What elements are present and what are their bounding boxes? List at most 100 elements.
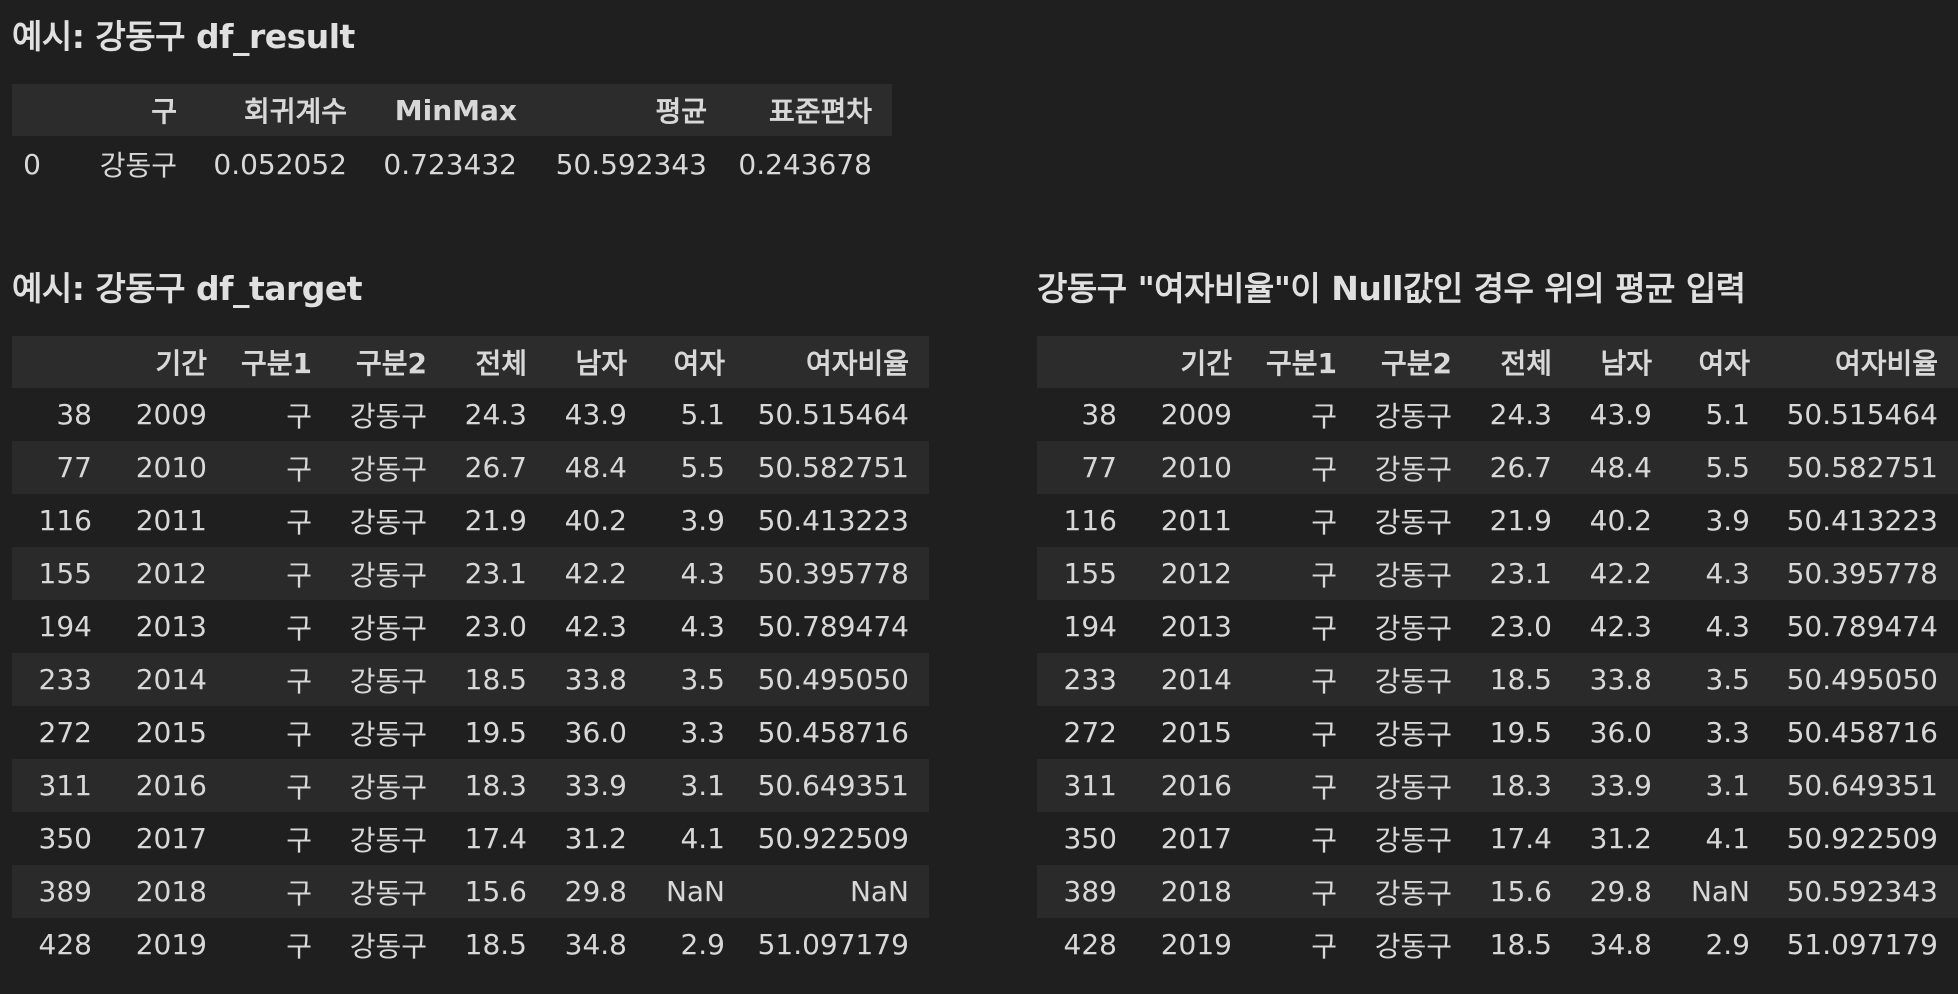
table-cell: 5.1	[1705, 398, 1750, 431]
table-cell: 구	[286, 770, 312, 804]
table-cell: 5.1	[680, 398, 725, 431]
table-cell: 강동구	[1374, 770, 1452, 804]
table-row: 233 2014 구 강동구 18.5 33.8 3.5 50.495050	[1037, 653, 1958, 706]
table-cell: 0.723432	[383, 147, 517, 181]
table-cell: 구	[286, 611, 312, 645]
table-row: 116 2011 구 강동구 21.9 40.2 3.9 50.413223	[1037, 494, 1958, 547]
table-cell: 구	[1311, 876, 1337, 910]
table-cell: 15.6	[464, 875, 527, 908]
table-cell: 강동구	[1374, 399, 1452, 433]
table-cell: 50.649351	[757, 769, 909, 802]
table-cell: 24.3	[1489, 398, 1552, 431]
table-cell: 2019	[135, 928, 207, 961]
row-index-cell: 233	[38, 663, 92, 696]
table-cell: 2010	[1160, 451, 1232, 484]
table-row: 155 2012 구 강동구 23.1 42.2 4.3 50.395778	[1037, 547, 1958, 600]
row-index-cell: 194	[1063, 610, 1117, 643]
table-cell: 강동구	[1374, 823, 1452, 857]
table-row: 38 2009 구 강동구 24.3 43.9 5.1 50.515464	[12, 388, 929, 441]
table-cell: 5.5	[1705, 451, 1750, 484]
table-cell: 3.9	[680, 504, 725, 537]
result-title: 예시: 강동구 df_result	[12, 17, 355, 56]
table-cell: 2012	[135, 557, 207, 590]
table-cell: 3.1	[680, 769, 725, 802]
row-index-cell: 233	[1063, 663, 1117, 696]
table-row: 77 2010 구 강동구 26.7 48.4 5.5 50.582751	[12, 441, 929, 494]
table-cell: 50.582751	[757, 451, 909, 484]
table-cell: 2018	[135, 875, 207, 908]
table-cell: 2012	[1160, 557, 1232, 590]
table-cell: 2018	[1160, 875, 1232, 908]
table-cell: 24.3	[464, 398, 527, 431]
table-row: 116 2011 구 강동구 21.9 40.2 3.9 50.413223	[12, 494, 929, 547]
table-cell: 3.5	[1705, 663, 1750, 696]
table-cell: 29.8	[564, 875, 627, 908]
table-cell: 48.4	[1589, 451, 1652, 484]
table-cell: 19.5	[464, 716, 527, 749]
column-header: 평균	[655, 95, 707, 128]
table-cell: 26.7	[1489, 451, 1552, 484]
table-cell: 강동구	[1374, 452, 1452, 486]
table-cell: 구	[286, 664, 312, 698]
table-row: 77 2010 구 강동구 26.7 48.4 5.5 50.582751	[1037, 441, 1958, 494]
table-row: 428 2019 구 강동구 18.5 34.8 2.9 51.097179	[12, 918, 929, 971]
table-cell: 강동구	[349, 876, 427, 910]
table-cell: 34.8	[564, 928, 627, 961]
table-cell: 17.4	[1489, 822, 1552, 855]
column-header: 표준편차	[768, 95, 872, 128]
table-cell: 2014	[135, 663, 207, 696]
row-index-cell: 0	[23, 147, 41, 181]
table-cell: 구	[1311, 558, 1337, 592]
table-cell: 2009	[135, 398, 207, 431]
table-cell: 31.2	[1589, 822, 1652, 855]
table-cell: 42.3	[564, 610, 627, 643]
table-header-row: 구 회귀계수 MinMax 평균 표준편차	[12, 84, 892, 136]
table-cell: 2010	[135, 451, 207, 484]
table-cell: 26.7	[464, 451, 527, 484]
table-cell: 40.2	[564, 504, 627, 537]
table-cell: 3.9	[1705, 504, 1750, 537]
column-header: 구분2	[1380, 347, 1452, 380]
table-cell: 17.4	[464, 822, 527, 855]
table-cell: 18.3	[1489, 769, 1552, 802]
target-title: 예시: 강동구 df_target	[12, 269, 363, 308]
table-cell: 구	[286, 876, 312, 910]
table-cell: 구	[1311, 611, 1337, 645]
filled-title: 강동구 "여자비율"이 Null값인 경우 위의 평균 입력	[1037, 269, 1746, 308]
table-cell: 구	[286, 558, 312, 592]
table-cell: 2016	[135, 769, 207, 802]
table-cell: 29.8	[1589, 875, 1652, 908]
table-cell: 2011	[1160, 504, 1232, 537]
table-cell: 2014	[1160, 663, 1232, 696]
table-row: 155 2012 구 강동구 23.1 42.2 4.3 50.395778	[12, 547, 929, 600]
table-cell: 50.922509	[1786, 822, 1938, 855]
table-cell: 31.2	[564, 822, 627, 855]
table-cell: 23.0	[464, 610, 527, 643]
table-cell: 34.8	[1589, 928, 1652, 961]
table-cell: 50.922509	[757, 822, 909, 855]
table-cell: NaN	[849, 875, 909, 908]
table-cell: 3.1	[1705, 769, 1750, 802]
table-cell: 4.3	[1705, 557, 1750, 590]
table-header-row: 기간 구분1 구분2 전체 남자 여자 여자비율	[1037, 336, 1958, 388]
column-header: MinMax	[394, 93, 517, 127]
table-cell: 33.8	[1589, 663, 1652, 696]
row-index-cell: 272	[1063, 716, 1117, 749]
table-cell: 23.1	[1489, 557, 1552, 590]
table-cell: 강동구	[349, 770, 427, 804]
table-cell: 3.5	[680, 663, 725, 696]
column-header: 여자비율	[805, 347, 909, 380]
table-cell: 2017	[135, 822, 207, 855]
table-cell: 50.582751	[1786, 451, 1938, 484]
table-cell: 2015	[135, 716, 207, 749]
table-row: 194 2013 구 강동구 23.0 42.3 4.3 50.789474	[12, 600, 929, 653]
table-cell: 강동구	[349, 611, 427, 645]
table-cell: 36.0	[1589, 716, 1652, 749]
row-index-cell: 428	[1063, 928, 1117, 961]
table-cell: 2009	[1160, 398, 1232, 431]
table-cell: 50.495050	[757, 663, 909, 696]
column-header: 전체	[475, 347, 527, 380]
table-row: 311 2016 구 강동구 18.3 33.9 3.1 50.649351	[1037, 759, 1958, 812]
df-filled-table: 기간 구분1 구분2 전체 남자 여자 여자비율 38 2009 구 강동구 24.3 43.9 5.1…	[1037, 336, 1958, 971]
table-cell: 50.458716	[757, 716, 909, 749]
